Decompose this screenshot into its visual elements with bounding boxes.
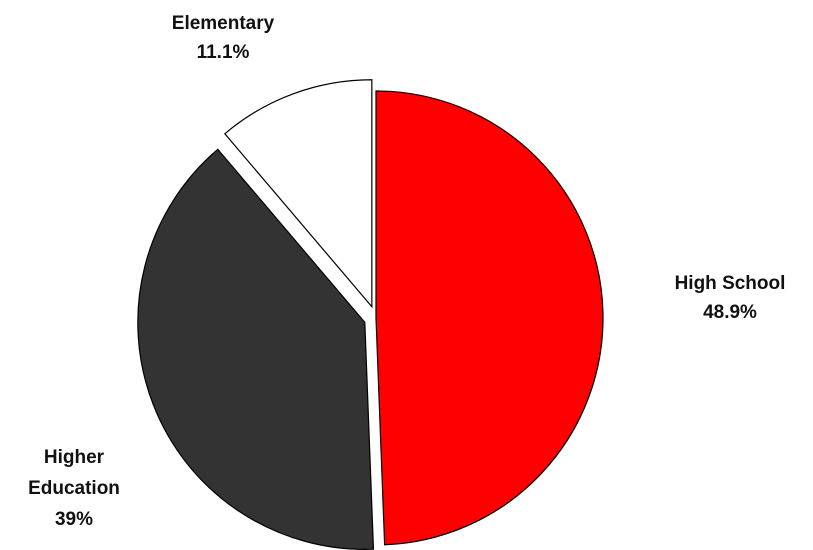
label-higher-education-name-1: Higher bbox=[44, 447, 105, 468]
pie-slices bbox=[137, 79, 604, 550]
pie-slice-elementary bbox=[224, 79, 373, 309]
pie-slice-higher-education bbox=[137, 148, 375, 550]
label-high-school-value: 48.9% bbox=[703, 302, 757, 323]
label-higher-education-value: 39% bbox=[55, 509, 93, 530]
pie-slice-high-school bbox=[375, 90, 604, 546]
label-elementary-name: Elementary bbox=[172, 13, 275, 34]
label-elementary-value: 11.1% bbox=[197, 42, 250, 63]
label-higher-education-name-2: Education bbox=[28, 478, 120, 499]
label-high-school-name: High School bbox=[675, 273, 786, 294]
